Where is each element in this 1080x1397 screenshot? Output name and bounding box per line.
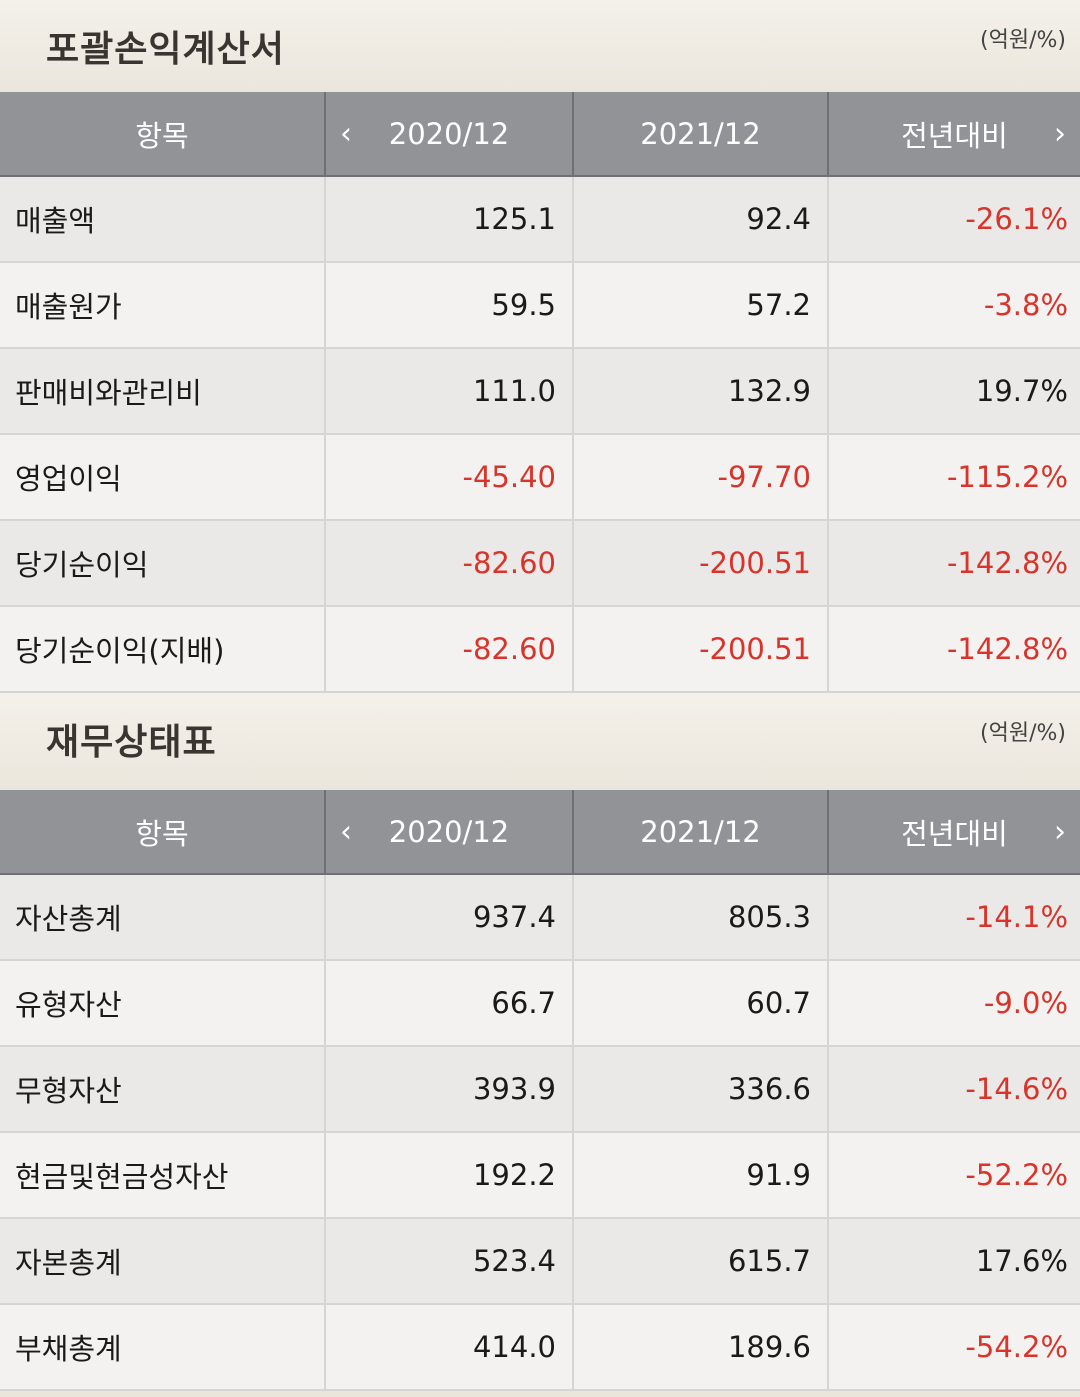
value-2020: 125.1 (324, 176, 573, 263)
row-label: 유형자산 (0, 960, 325, 1047)
section-title: 포괄손익계산서 (46, 29, 285, 70)
value-2021: 336.6 (572, 1046, 828, 1133)
value-2021: 91.9 (572, 1132, 828, 1219)
row-label: 부채총계 (0, 1304, 325, 1391)
value-2020: 414.0 (324, 1304, 573, 1391)
value-yoy: -14.1% (827, 874, 1080, 961)
value-yoy: -54.2% (827, 1304, 1080, 1391)
table-row: 판매비와관리비 111.0 132.9 19.7% (0, 348, 1080, 435)
row-label: 자산총계 (0, 874, 325, 961)
value-2020: 523.4 (324, 1218, 573, 1305)
column-header-2021: 2021/12 (572, 790, 828, 875)
chevron-right-icon[interactable]: › (1054, 814, 1066, 849)
value-yoy: -3.8% (827, 262, 1080, 349)
value-2021: 60.7 (572, 960, 828, 1047)
value-2021: 132.9 (572, 348, 828, 435)
value-2020: 111.0 (324, 348, 573, 435)
value-yoy: -142.8% (827, 606, 1080, 693)
value-2021: -97.70 (572, 434, 828, 521)
value-2020: 937.4 (324, 874, 573, 961)
column-header-item: 항목 (0, 790, 325, 875)
row-label: 당기순이익 (0, 520, 325, 607)
value-yoy: 17.6% (827, 1218, 1080, 1305)
value-yoy: 19.7% (827, 348, 1080, 435)
table-row: 자본총계 523.4 615.7 17.6% (0, 1218, 1080, 1305)
row-label: 자본총계 (0, 1218, 325, 1305)
row-label: 무형자산 (0, 1046, 325, 1133)
row-label: 현금및현금성자산 (0, 1132, 325, 1219)
value-yoy: -14.6% (827, 1046, 1080, 1133)
value-yoy: -52.2% (827, 1132, 1080, 1219)
table-header-row: 항목 ‹ 2020/12 2021/12 전년대비 › (0, 790, 1080, 875)
income-statement-header: 포괄손익계산서 (억원/%) (0, 0, 1080, 92)
income-statement-table: 항목 ‹ 2020/12 2021/12 전년대비 › 매출액 125.1 92… (0, 92, 1080, 693)
value-2021: 189.6 (572, 1304, 828, 1391)
table-row: 부채총계 414.0 189.6 -54.2% (0, 1304, 1080, 1391)
column-header-item: 항목 (0, 92, 325, 177)
column-header-2020: ‹ 2020/12 (324, 92, 573, 177)
value-2020: 192.2 (324, 1132, 573, 1219)
table-row: 당기순이익(지배) -82.60 -200.51 -142.8% (0, 606, 1080, 693)
value-2021: 615.7 (572, 1218, 828, 1305)
balance-sheet-table: 항목 ‹ 2020/12 2021/12 전년대비 › 자산총계 937.4 8… (0, 790, 1080, 1391)
value-2020: 59.5 (324, 262, 573, 349)
column-header-2021: 2021/12 (572, 92, 828, 177)
table-row: 무형자산 393.9 336.6 -14.6% (0, 1046, 1080, 1133)
chevron-left-icon[interactable]: ‹ (340, 814, 352, 849)
chevron-left-icon[interactable]: ‹ (340, 116, 352, 151)
table-row: 영업이익 -45.40 -97.70 -115.2% (0, 434, 1080, 521)
row-label: 매출액 (0, 176, 325, 263)
value-2020: -45.40 (324, 434, 573, 521)
table-row: 자산총계 937.4 805.3 -14.1% (0, 874, 1080, 961)
table-row: 당기순이익 -82.60 -200.51 -142.8% (0, 520, 1080, 607)
value-2020: -82.60 (324, 520, 573, 607)
value-2020: 66.7 (324, 960, 573, 1047)
column-header-yoy: 전년대비 › (827, 790, 1080, 875)
balance-sheet-header: 재무상태표 (억원/%) (0, 693, 1080, 790)
unit-label: (억원/%) (980, 721, 1066, 746)
value-2021: -200.51 (572, 606, 828, 693)
row-label: 판매비와관리비 (0, 348, 325, 435)
value-yoy: -142.8% (827, 520, 1080, 607)
column-header-yoy: 전년대비 › (827, 92, 1080, 177)
column-header-2020: ‹ 2020/12 (324, 790, 573, 875)
value-2020: -82.60 (324, 606, 573, 693)
table-row: 현금및현금성자산 192.2 91.9 -52.2% (0, 1132, 1080, 1219)
row-label: 영업이익 (0, 434, 325, 521)
table-row: 매출원가 59.5 57.2 -3.8% (0, 262, 1080, 349)
value-2021: 92.4 (572, 176, 828, 263)
chevron-right-icon[interactable]: › (1054, 116, 1066, 151)
value-2021: 805.3 (572, 874, 828, 961)
section-title: 재무상태표 (46, 722, 217, 763)
bottom-divider (0, 1391, 1080, 1397)
value-2021: -200.51 (572, 520, 828, 607)
row-label: 매출원가 (0, 262, 325, 349)
table-row: 매출액 125.1 92.4 -26.1% (0, 176, 1080, 263)
table-header-row: 항목 ‹ 2020/12 2021/12 전년대비 › (0, 92, 1080, 177)
value-yoy: -115.2% (827, 434, 1080, 521)
table-row: 유형자산 66.7 60.7 -9.0% (0, 960, 1080, 1047)
value-2020: 393.9 (324, 1046, 573, 1133)
value-2021: 57.2 (572, 262, 828, 349)
unit-label: (억원/%) (980, 28, 1066, 53)
value-yoy: -26.1% (827, 176, 1080, 263)
value-yoy: -9.0% (827, 960, 1080, 1047)
row-label: 당기순이익(지배) (0, 606, 325, 693)
